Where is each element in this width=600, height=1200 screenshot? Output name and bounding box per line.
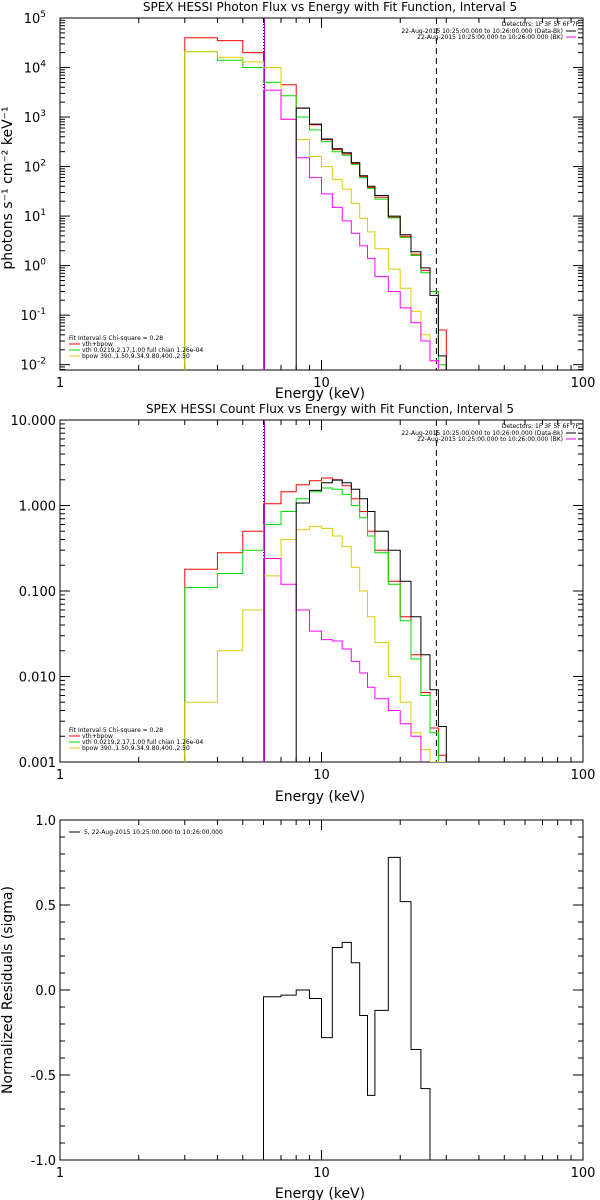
x-tick-label: 10: [313, 376, 330, 391]
photon-flux-panel: SPEX HESSI Photon Flux vs Energy with Fi…: [0, 0, 595, 402]
plot-frame: [59, 819, 584, 1161]
x-tick-label: 100: [571, 768, 596, 783]
y-tick-base: 10: [24, 161, 41, 176]
y-tick-base: 10: [20, 309, 37, 324]
y-tick-exponent: -1: [37, 307, 46, 317]
y-tick-label: 0.0: [35, 984, 56, 999]
series-line-vth: [184, 487, 447, 762]
photon-flux-title: SPEX HESSI Photon Flux vs Energy with Fi…: [143, 0, 517, 14]
series-group: [184, 37, 447, 370]
series-line-total: [184, 477, 447, 762]
x-tick-label: 10: [313, 1166, 330, 1181]
photon-flux-xlabel: Energy (keV): [275, 386, 365, 402]
y-tick-label: 102: [24, 159, 46, 176]
series-line-bk: [263, 558, 422, 762]
y-tick-exponent: 1: [40, 208, 46, 218]
residuals-panel: Energy (keV) Normalized Residuals (sigma…: [0, 814, 595, 1200]
y-tick-label: 10-1: [20, 307, 46, 324]
y-tick-base: 10: [24, 210, 41, 225]
x-tick-label: 1: [56, 768, 64, 783]
y-tick-base: 10: [24, 62, 41, 77]
series-line-vth: [184, 51, 447, 370]
info-entry-label: 22-Aug-2015 10:25:00.000 to 10:26:00.000…: [417, 34, 563, 41]
legend-label: vth 0.0219,2.17,1.00 full chian 1.26e-04: [82, 347, 203, 354]
y-tick-label: 105: [24, 10, 46, 27]
y-tick-exponent: 2: [40, 159, 46, 169]
y-tick-label: -1.0: [31, 1154, 56, 1169]
residuals-xlabel: Energy (keV): [275, 1186, 365, 1200]
legend-header: Fit Interval 5 Chi-square = 0.28: [69, 727, 163, 734]
y-tick-label: 0.001: [19, 756, 56, 771]
legend-label: vth+bpow: [82, 341, 113, 348]
legend-header: Fit Interval 5 Chi-square = 0.28: [69, 335, 163, 342]
series-group: [184, 477, 447, 762]
legend-label: vth 0.0219,2.17,1.00 full chian 1.26e-04: [82, 739, 203, 746]
info-entry-label: 22-Aug-2015 10:25:00.000 to 10:26:00.000…: [401, 28, 563, 35]
plot-frame: [59, 419, 584, 763]
detectors-label: Detectors: 1F 3F 5F 6F 7F: [502, 21, 580, 28]
y-tick-label: 100: [24, 258, 47, 275]
count-flux-title: SPEX HESSI Count Flux vs Energy with Fit…: [146, 402, 514, 416]
y-tick-label: -0.5: [31, 1069, 56, 1084]
y-tick-label: 10.000: [11, 414, 57, 429]
legend-label: bpow 390.,1.50,9.34,9.80,400.,2.50: [82, 745, 190, 752]
y-tick-base: 10: [24, 111, 41, 126]
y-tick-label: 101: [24, 208, 46, 225]
legend: 5, 22-Aug-2015 10:25:00.000 to 10:26:00.…: [69, 829, 223, 836]
y-tick-label: 103: [24, 109, 46, 126]
detectors-label: Detectors: 1F 3F 5F 6F 7F: [502, 423, 580, 430]
x-tick-label: 100: [571, 1166, 596, 1181]
series-line-data: [263, 856, 439, 1160]
legend-label: bpow 390.,1.50,9.34,9.80,400.,2.50: [82, 353, 190, 360]
y-tick-base: 10: [20, 359, 37, 374]
series-line-bpow: [184, 51, 439, 370]
y-tick-exponent: -2: [37, 357, 46, 367]
series-line-data: [295, 107, 447, 370]
y-tick-exponent: 5: [40, 10, 46, 20]
info-entry-label: 22-Aug-2015 10:25:00.000 to 10:26:00.000…: [401, 430, 563, 437]
legend-label: vth+bpow: [82, 733, 113, 740]
y-tick-label: 104: [24, 60, 47, 77]
count-flux-panel: SPEX HESSI Count Flux vs Energy with Fit…: [11, 402, 596, 805]
legend-label: 5, 22-Aug-2015 10:25:00.000 to 10:26:00.…: [84, 829, 223, 836]
count-flux-xlabel: Energy (keV): [275, 789, 365, 805]
y-tick-label: 1.0: [35, 814, 56, 829]
y-tick-exponent: 4: [40, 60, 46, 70]
y-tick-label: 0.5: [35, 899, 56, 914]
series-line-bk: [263, 89, 439, 370]
residuals-ylabel: Normalized Residuals (sigma): [0, 886, 16, 1094]
legend: Fit Interval 5 Chi-square = 0.28vth+bpow…: [69, 335, 203, 360]
series-line-bpow: [184, 525, 447, 762]
y-tick-label: 10-2: [20, 357, 46, 374]
x-tick-label: 10: [313, 768, 330, 783]
y-tick-base: 10: [24, 12, 41, 27]
y-tick-label: 0.100: [19, 585, 56, 600]
y-tick-base: 10: [24, 260, 41, 275]
info-entry-label: 22-Aug-2015 10:25:00.000 to 10:26:00.000…: [417, 436, 563, 443]
y-tick-label: 1.000: [19, 500, 56, 515]
y-tick-exponent: 3: [40, 109, 46, 119]
y-tick-label: 0.010: [19, 671, 56, 686]
series-line-total: [184, 37, 447, 370]
y-tick-exponent: 0: [40, 258, 46, 268]
x-tick-label: 1: [56, 376, 64, 391]
series-group: [263, 856, 439, 1160]
photon-flux-ylabel: photons s⁻¹ cm⁻² keV⁻¹: [0, 106, 16, 269]
legend: Fit Interval 5 Chi-square = 0.28vth+bpow…: [69, 727, 203, 752]
x-tick-label: 100: [571, 376, 596, 391]
series-line-data: [295, 479, 447, 762]
x-tick-label: 1: [56, 1166, 64, 1181]
